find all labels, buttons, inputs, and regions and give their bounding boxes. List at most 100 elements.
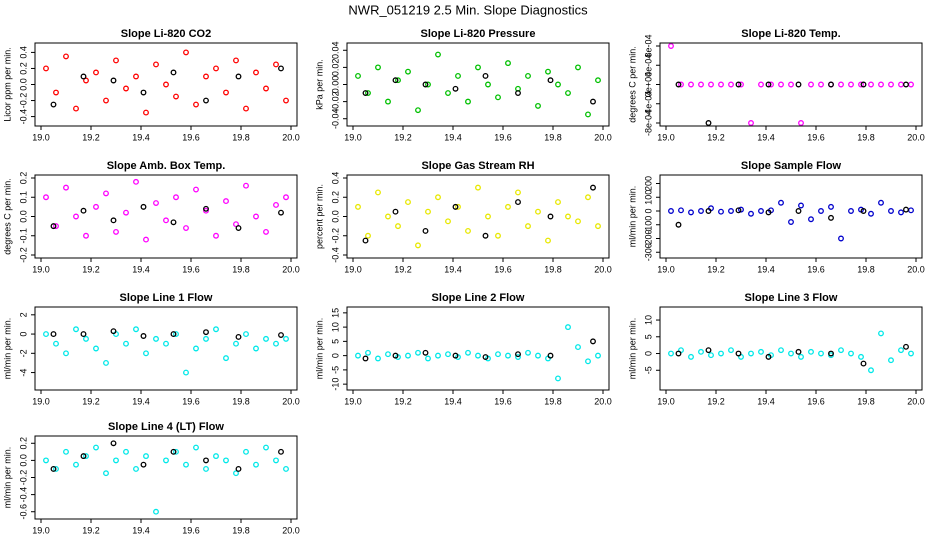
y-tick-label: 0.2: [330, 191, 340, 204]
point: [482, 232, 489, 239]
x-tick-label: 19.6: [182, 264, 200, 274]
point: [818, 350, 824, 357]
point: [888, 81, 894, 88]
point: [143, 350, 149, 357]
point: [243, 105, 249, 112]
point: [748, 120, 754, 126]
x-tick-label: 20.0: [282, 396, 300, 406]
point: [808, 216, 814, 223]
point: [80, 453, 87, 460]
point: [123, 448, 129, 455]
point: [547, 352, 554, 359]
point: [143, 109, 149, 116]
point: [263, 335, 269, 342]
point: [63, 53, 69, 60]
point: [848, 350, 854, 357]
point: [595, 352, 601, 359]
point: [362, 90, 369, 97]
point: [838, 81, 844, 88]
point: [365, 349, 371, 356]
point: [828, 203, 834, 210]
point: [43, 194, 49, 201]
point: [253, 213, 259, 220]
point: [203, 457, 209, 464]
point: [365, 232, 371, 239]
y-tick-label: -0.02: [330, 91, 340, 112]
point: [698, 81, 704, 88]
point: [110, 217, 117, 224]
point: [748, 350, 754, 357]
y-tick-label: -100: [643, 216, 653, 234]
point: [545, 237, 551, 244]
point: [50, 101, 57, 108]
x-tick-label: 20.0: [907, 132, 925, 142]
x-tick-label: 19.8: [857, 264, 875, 274]
point: [73, 213, 79, 220]
x-tick-label: 19.6: [494, 264, 512, 274]
point: [575, 64, 581, 71]
point: [425, 81, 431, 88]
point: [795, 348, 802, 355]
point: [223, 457, 229, 464]
y-tick-label: 0: [643, 351, 653, 356]
point: [395, 223, 401, 230]
point: [173, 448, 179, 455]
point: [778, 81, 784, 88]
x-tick-label: 19.8: [232, 264, 250, 274]
point: [818, 81, 824, 88]
y-tick-label: -0.6: [18, 504, 28, 520]
point: [860, 360, 867, 367]
point: [575, 344, 581, 351]
y-axis-label: degrees C per min.: [2, 178, 12, 255]
point: [103, 359, 109, 366]
point: [392, 352, 399, 359]
point: [868, 210, 874, 217]
point: [565, 324, 571, 331]
x-tick-label: 19.2: [394, 264, 412, 274]
x-tick-label: 19.6: [807, 132, 825, 142]
point: [278, 209, 284, 216]
point: [425, 208, 431, 215]
y-tick-label: 0: [643, 208, 653, 213]
point: [80, 207, 87, 214]
panel-title: Slope Line 2 Flow: [432, 292, 525, 304]
point: [858, 81, 864, 88]
point: [445, 90, 451, 97]
y-tick-label: 5: [330, 339, 340, 344]
point: [83, 232, 89, 239]
point: [585, 111, 591, 118]
point: [818, 208, 824, 214]
point: [385, 351, 391, 358]
point: [565, 213, 571, 220]
x-tick-label: 19.8: [232, 132, 250, 142]
point: [193, 186, 199, 193]
y-tick-label: -300: [643, 243, 653, 261]
point: [788, 350, 794, 357]
point: [93, 345, 99, 352]
plot-frame: [346, 306, 610, 391]
point: [203, 329, 209, 336]
y-axis-label: ml/min per min.: [314, 318, 324, 380]
point: [243, 331, 249, 338]
point: [858, 353, 864, 360]
point: [555, 81, 561, 88]
y-tick-label: -0.04: [330, 108, 340, 129]
point: [452, 352, 459, 359]
point: [163, 217, 169, 224]
x-tick-label: 19.2: [394, 132, 412, 142]
point: [83, 453, 89, 460]
point: [113, 457, 119, 464]
panel-title: Slope Line 3 Flow: [745, 292, 838, 304]
point: [83, 335, 89, 342]
point: [828, 214, 834, 221]
x-tick-label: 20.0: [282, 525, 300, 535]
y-tick-label: 4e-04: [643, 54, 653, 77]
point: [718, 81, 724, 88]
point: [903, 206, 909, 213]
point: [365, 90, 371, 97]
x-tick-label: 19.0: [657, 264, 675, 274]
y-tick-label: 0.0: [330, 210, 340, 223]
point: [392, 77, 399, 84]
point: [283, 335, 289, 342]
x-tick-label: 19.4: [132, 132, 150, 142]
